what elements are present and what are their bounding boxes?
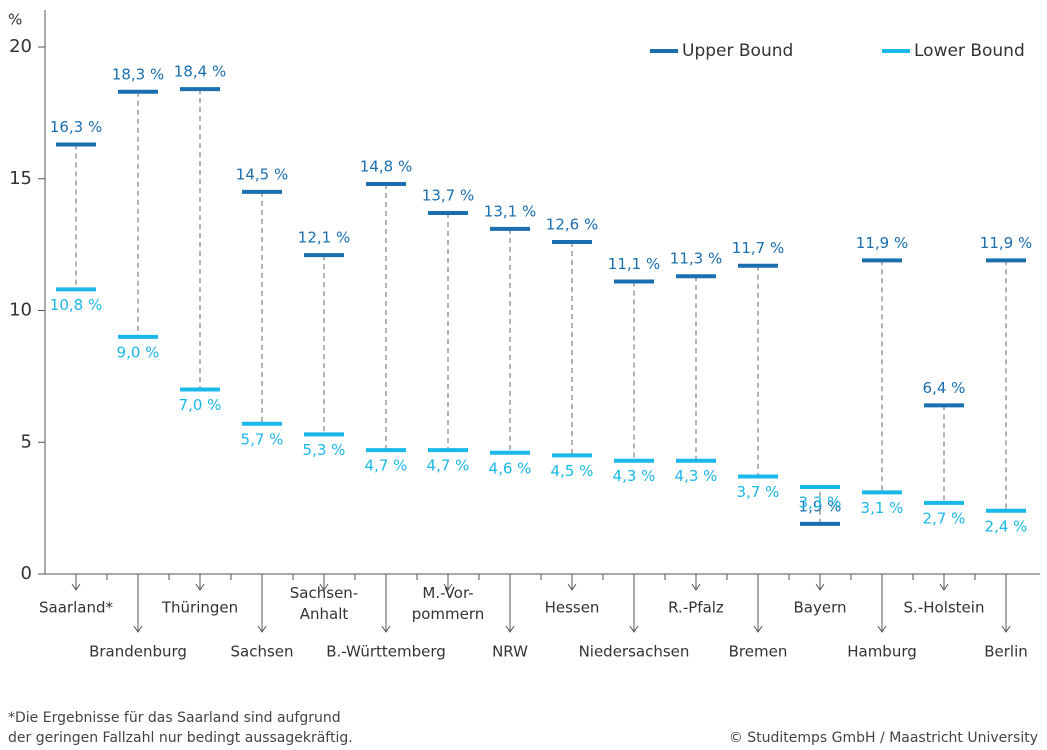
category-arrow-head bbox=[381, 625, 391, 633]
x-tick-label: NRW bbox=[492, 643, 528, 661]
value-label: 4,7 % bbox=[365, 457, 408, 475]
value-label: 13,1 % bbox=[484, 202, 536, 220]
y-tick-label: 20 bbox=[9, 36, 32, 57]
x-tick-label: Niedersachsen bbox=[579, 643, 690, 661]
category-arrow-head bbox=[815, 583, 825, 591]
category-arrow-head bbox=[567, 583, 577, 591]
value-label: 9,0 % bbox=[117, 343, 160, 361]
x-tick-label: S.-Holstein bbox=[904, 599, 985, 617]
value-label: 14,8 % bbox=[360, 158, 412, 176]
x-tick-label: Sachsen bbox=[230, 643, 293, 661]
y-tick-label: 10 bbox=[9, 300, 32, 321]
value-label: 11,7 % bbox=[732, 239, 784, 257]
category-arrow-head bbox=[691, 583, 701, 591]
category-arrow-head bbox=[257, 625, 267, 633]
x-tick-label: B.-Württemberg bbox=[326, 643, 446, 661]
x-tick-label: Bremen bbox=[729, 643, 788, 661]
value-label: 4,7 % bbox=[427, 457, 470, 475]
value-label: 10,8 % bbox=[50, 296, 102, 314]
x-tick-label: Saarland* bbox=[39, 599, 113, 617]
value-label: 5,3 % bbox=[303, 441, 346, 459]
legend-label: Upper Bound bbox=[682, 41, 793, 61]
category-arrow-head bbox=[877, 625, 887, 633]
y-tick-label: 0 bbox=[21, 563, 32, 584]
value-label: 11,9 % bbox=[856, 234, 908, 252]
y-tick-label: 5 bbox=[21, 431, 32, 452]
value-label: 5,7 % bbox=[241, 430, 284, 448]
value-label: 13,7 % bbox=[422, 187, 474, 205]
category-arrow-head bbox=[1001, 625, 1011, 633]
x-tick-label: Sachsen-Anhalt bbox=[290, 584, 358, 623]
value-label: 4,3 % bbox=[675, 467, 718, 485]
value-label: 3,7 % bbox=[737, 483, 780, 501]
x-tick-label: Thüringen bbox=[161, 599, 238, 617]
value-label: 11,1 % bbox=[608, 255, 660, 273]
value-label: 3,3 % bbox=[799, 494, 842, 512]
category-arrow-head bbox=[71, 583, 81, 591]
value-label: 14,5 % bbox=[236, 165, 288, 183]
category-arrow-head bbox=[505, 625, 515, 633]
x-tick-label: Berlin bbox=[984, 643, 1028, 661]
y-unit: % bbox=[8, 11, 22, 29]
value-label: 1,9 % bbox=[799, 497, 842, 515]
category-arrow-head bbox=[443, 583, 453, 591]
value-label: 4,6 % bbox=[489, 459, 532, 477]
footnote: *Die Ergebnisse für das Saarland sind au… bbox=[8, 710, 341, 726]
x-tick-label: R.-Pfalz bbox=[668, 599, 724, 617]
x-tick-label: Brandenburg bbox=[89, 643, 187, 661]
footnote: der geringen Fallzahl nur bedingt aussag… bbox=[8, 730, 353, 746]
y-tick-label: 15 bbox=[9, 168, 32, 189]
category-arrow-head bbox=[753, 625, 763, 633]
x-tick-label: Bayern bbox=[794, 599, 847, 617]
x-tick-label: M.-Vor-pommern bbox=[412, 584, 485, 623]
value-label: 18,4 % bbox=[174, 63, 226, 81]
value-label: 3,1 % bbox=[861, 499, 904, 517]
value-label: 2,4 % bbox=[985, 517, 1028, 535]
value-label: 16,3 % bbox=[50, 118, 102, 136]
x-tick-label: Hamburg bbox=[847, 643, 917, 661]
value-label: 12,6 % bbox=[546, 215, 598, 233]
category-arrow-head bbox=[319, 583, 329, 591]
value-label: 18,3 % bbox=[112, 65, 164, 83]
category-arrow-head bbox=[939, 583, 949, 591]
category-arrow-head bbox=[133, 625, 143, 633]
value-label: 4,5 % bbox=[551, 462, 594, 480]
value-label: 11,3 % bbox=[670, 250, 722, 268]
value-label: 11,9 % bbox=[980, 234, 1032, 252]
value-label: 6,4 % bbox=[923, 379, 966, 397]
value-label: 4,3 % bbox=[613, 467, 656, 485]
category-arrow-head bbox=[195, 583, 205, 591]
value-label: 7,0 % bbox=[179, 396, 222, 414]
x-tick-label: Hessen bbox=[545, 599, 600, 617]
legend-label: Lower Bound bbox=[914, 41, 1025, 61]
category-arrow-head bbox=[629, 625, 639, 633]
source: © Studitemps GmbH / Maastricht Universit… bbox=[729, 730, 1038, 746]
value-label: 12,1 % bbox=[298, 229, 350, 247]
value-label: 2,7 % bbox=[923, 509, 966, 527]
